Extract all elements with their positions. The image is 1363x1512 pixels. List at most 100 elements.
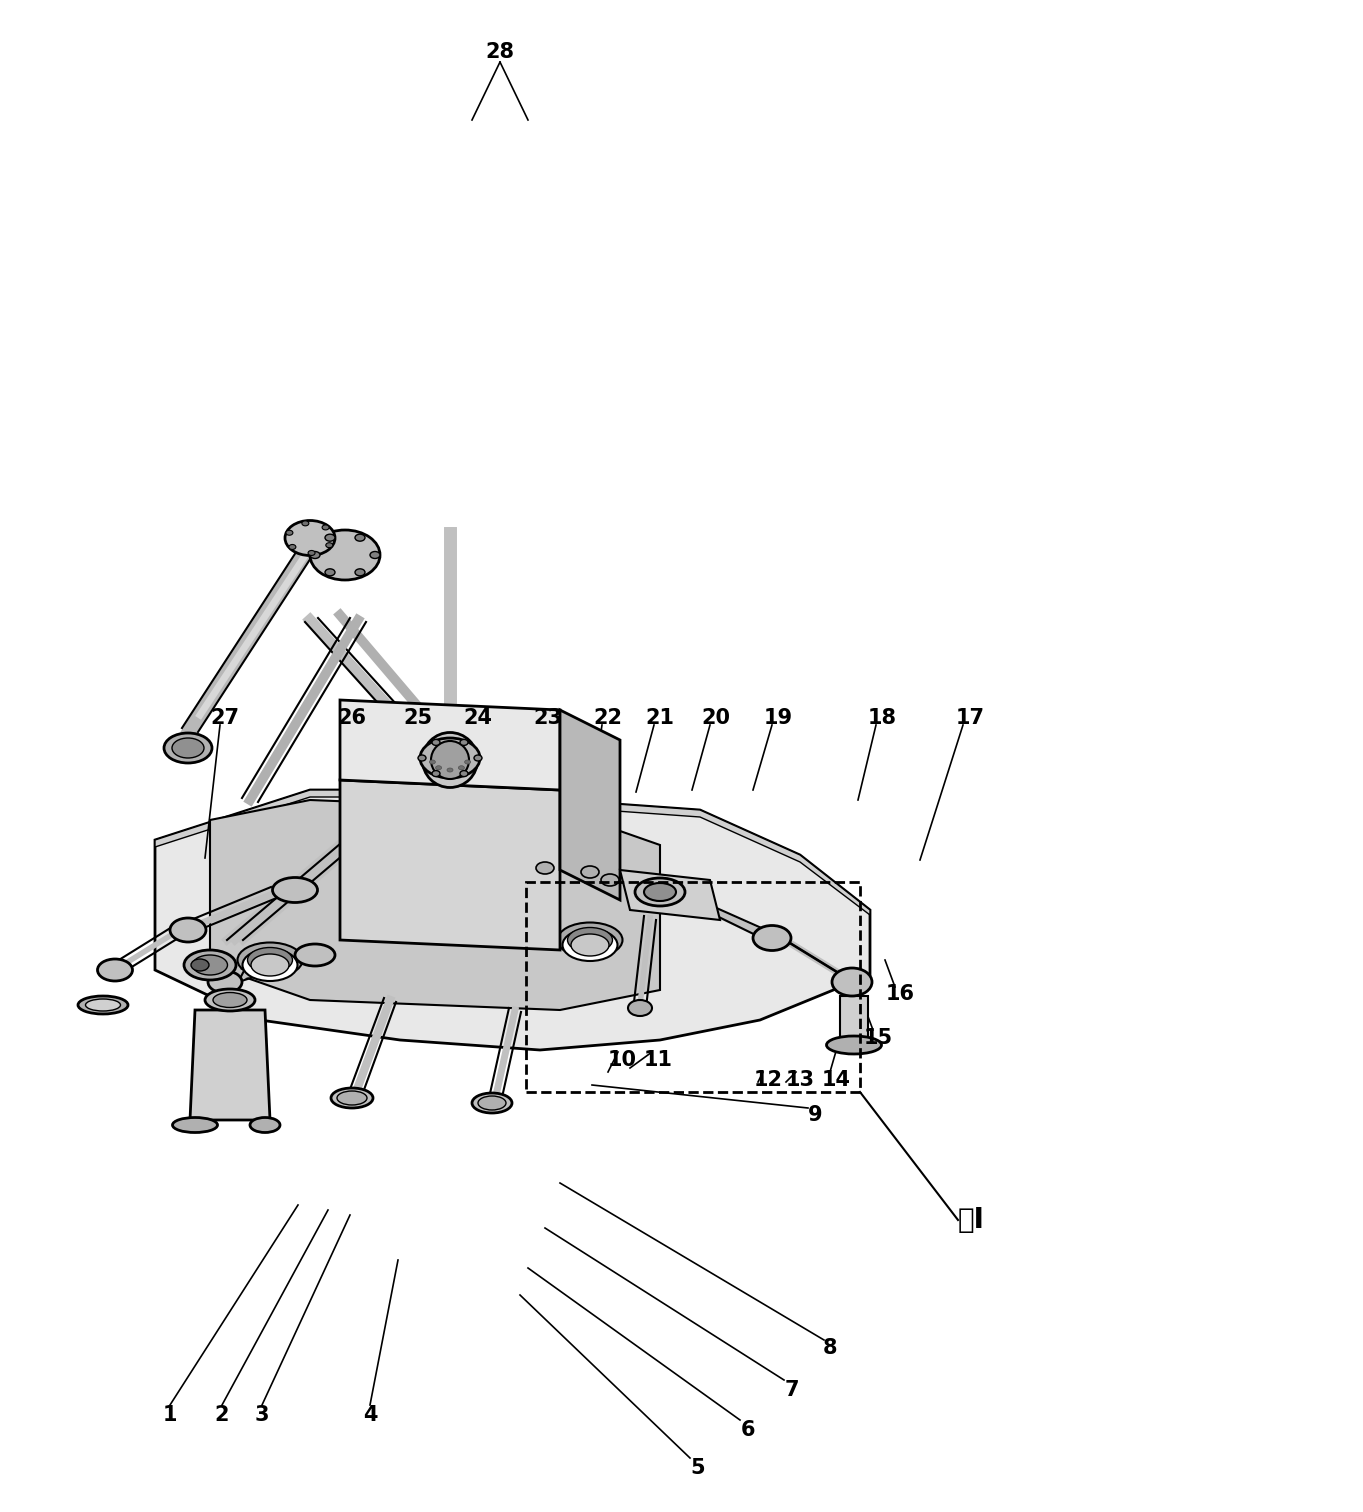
Text: 9: 9 [808, 1105, 822, 1125]
Ellipse shape [172, 738, 204, 758]
Ellipse shape [354, 569, 365, 576]
Ellipse shape [98, 959, 132, 981]
Ellipse shape [213, 992, 247, 1007]
Ellipse shape [191, 959, 209, 971]
Ellipse shape [251, 954, 289, 977]
Text: 27: 27 [210, 708, 240, 727]
Text: 26: 26 [338, 708, 367, 727]
Ellipse shape [601, 874, 619, 886]
Text: 28: 28 [485, 42, 514, 62]
Ellipse shape [78, 996, 128, 1015]
Ellipse shape [309, 531, 380, 581]
Ellipse shape [447, 768, 453, 773]
Ellipse shape [354, 534, 365, 541]
Ellipse shape [581, 866, 598, 878]
Ellipse shape [478, 1096, 506, 1110]
Polygon shape [560, 711, 620, 900]
Ellipse shape [170, 918, 206, 942]
Ellipse shape [465, 761, 470, 764]
Ellipse shape [563, 928, 617, 962]
Polygon shape [155, 789, 870, 915]
Ellipse shape [571, 934, 609, 956]
Bar [526, 881, 860, 1092]
Text: 17: 17 [955, 708, 984, 727]
Polygon shape [210, 800, 660, 1010]
Text: 14: 14 [822, 1070, 851, 1090]
Ellipse shape [164, 733, 213, 764]
Ellipse shape [429, 761, 435, 764]
Text: 1: 1 [162, 1405, 177, 1424]
Ellipse shape [474, 754, 483, 761]
Ellipse shape [331, 1089, 373, 1108]
Ellipse shape [432, 771, 440, 777]
Text: 12: 12 [754, 1070, 782, 1090]
Text: 25: 25 [403, 708, 432, 727]
Ellipse shape [301, 520, 309, 526]
Ellipse shape [826, 1036, 882, 1054]
Polygon shape [155, 789, 870, 1049]
Text: 7: 7 [785, 1380, 799, 1400]
Polygon shape [840, 996, 868, 1040]
Ellipse shape [423, 732, 477, 788]
Ellipse shape [285, 520, 335, 555]
Ellipse shape [294, 943, 335, 966]
Polygon shape [339, 780, 560, 950]
Ellipse shape [86, 999, 120, 1012]
Ellipse shape [273, 877, 318, 903]
Ellipse shape [420, 738, 480, 779]
Text: 21: 21 [646, 708, 675, 727]
Ellipse shape [192, 956, 228, 975]
Ellipse shape [752, 925, 791, 951]
Ellipse shape [308, 550, 315, 555]
Text: 3: 3 [255, 1405, 270, 1424]
Text: 23: 23 [533, 708, 563, 727]
Ellipse shape [432, 739, 440, 745]
Text: 22: 22 [593, 708, 623, 727]
Ellipse shape [248, 948, 293, 972]
Ellipse shape [322, 525, 328, 529]
Ellipse shape [289, 544, 296, 549]
Text: 15: 15 [863, 1028, 893, 1048]
Ellipse shape [324, 569, 335, 576]
Ellipse shape [326, 543, 333, 547]
Ellipse shape [309, 552, 320, 558]
Ellipse shape [459, 739, 468, 745]
Ellipse shape [643, 883, 676, 901]
Ellipse shape [243, 950, 297, 981]
Polygon shape [620, 869, 720, 919]
Ellipse shape [173, 1117, 218, 1132]
Text: 18: 18 [867, 708, 897, 727]
Ellipse shape [472, 1093, 512, 1113]
Text: 2: 2 [215, 1405, 229, 1424]
Text: 6: 6 [740, 1420, 755, 1439]
Ellipse shape [337, 1092, 367, 1105]
Ellipse shape [249, 1117, 279, 1132]
Ellipse shape [635, 878, 686, 906]
Ellipse shape [831, 968, 872, 996]
Ellipse shape [204, 989, 255, 1012]
Text: 10: 10 [608, 1049, 637, 1070]
Text: 16: 16 [886, 984, 915, 1004]
Ellipse shape [567, 927, 612, 953]
Ellipse shape [536, 862, 553, 874]
Text: 4: 4 [363, 1405, 378, 1424]
Ellipse shape [369, 552, 380, 558]
Text: 肢I: 肢I [958, 1207, 985, 1234]
Text: 5: 5 [691, 1458, 705, 1479]
Ellipse shape [459, 771, 468, 777]
Polygon shape [189, 1010, 270, 1120]
Ellipse shape [458, 765, 465, 770]
Ellipse shape [184, 950, 236, 980]
Ellipse shape [324, 534, 335, 541]
Ellipse shape [418, 754, 427, 761]
Ellipse shape [628, 999, 652, 1016]
Text: 11: 11 [643, 1049, 672, 1070]
Text: 19: 19 [763, 708, 792, 727]
Text: 20: 20 [702, 708, 731, 727]
Ellipse shape [286, 531, 293, 535]
Ellipse shape [209, 971, 243, 993]
Ellipse shape [557, 922, 623, 957]
Text: 13: 13 [785, 1070, 815, 1090]
Ellipse shape [237, 942, 303, 977]
Ellipse shape [436, 765, 442, 770]
